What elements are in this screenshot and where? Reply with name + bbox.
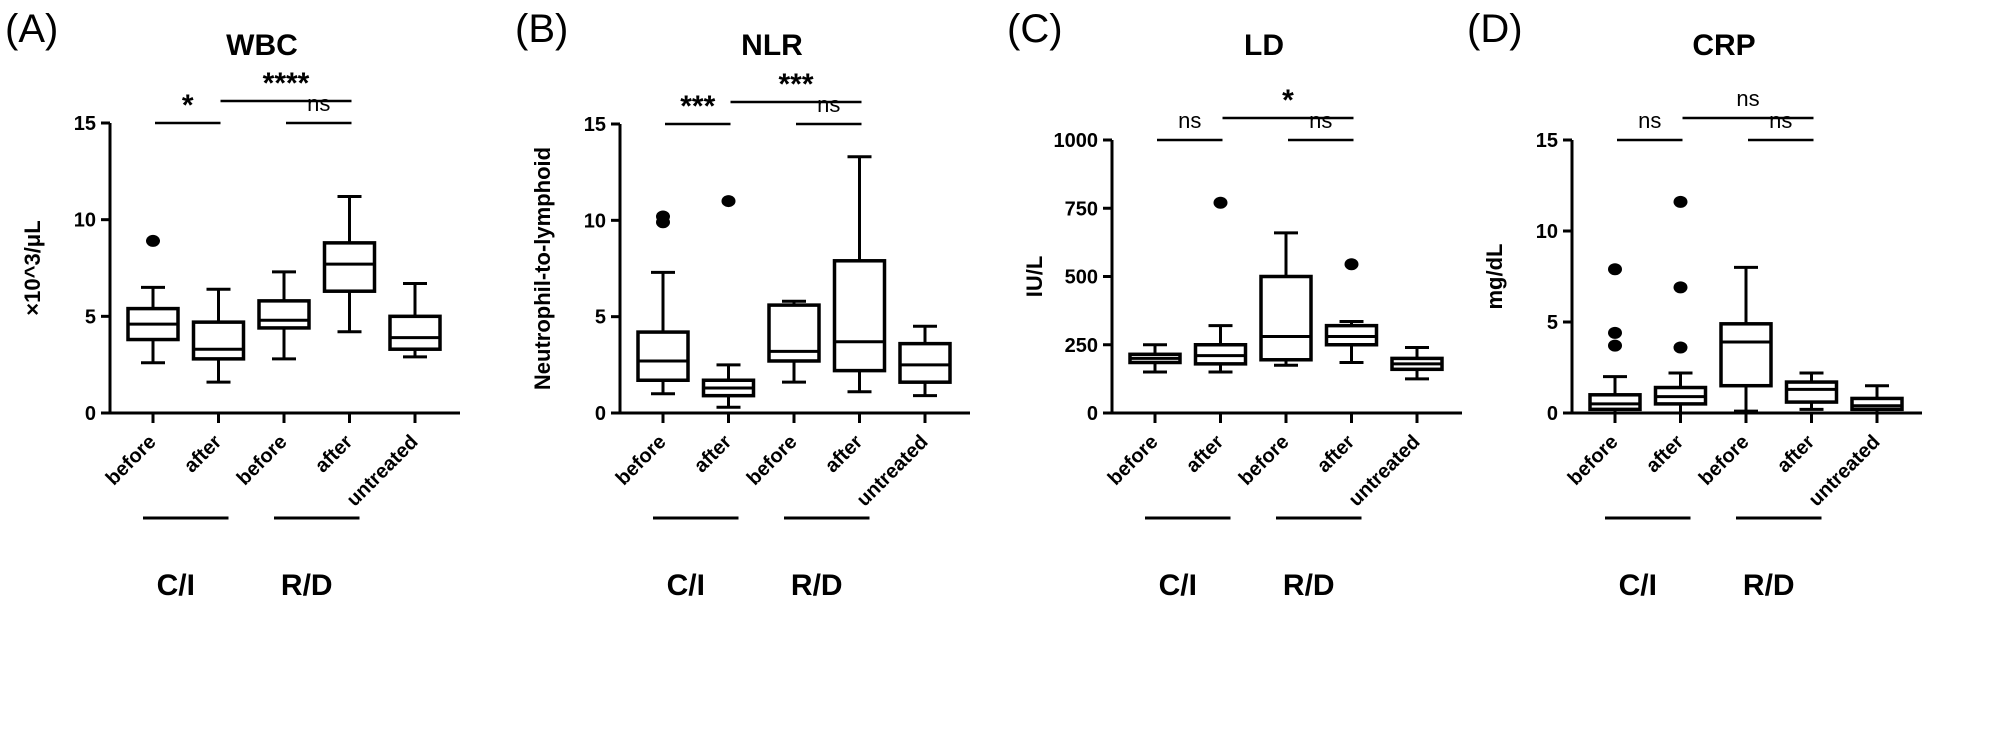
significance-label: ns: [1309, 108, 1332, 133]
significance-label: *: [182, 89, 194, 122]
y-tick-label: 0: [1087, 403, 1098, 425]
x-tick-label: after: [180, 431, 226, 477]
significance-label: ns: [1178, 108, 1201, 133]
x-tick-label: after: [311, 431, 357, 477]
y-tick-label: 10: [74, 210, 96, 232]
y-tick-label: 1000: [1054, 130, 1099, 152]
outlier-point: [1673, 195, 1688, 208]
y-tick-label: 0: [595, 403, 606, 425]
outlier-point: [1608, 326, 1622, 339]
group-label: R/D: [1283, 569, 1335, 602]
significance-label: ***: [680, 90, 715, 123]
x-tick-label: untreated: [1805, 431, 1885, 511]
y-axis-label: IU/L: [1022, 256, 1047, 298]
panel-nlr: (B) NLR Neutrophil-to-lymphoid 0 5 10 15 before…: [515, 7, 970, 602]
chart-title: NLR: [741, 29, 803, 62]
y-tick-label: 10: [1536, 221, 1558, 243]
outlier-point: [1608, 339, 1622, 352]
y-tick-label: 5: [595, 307, 606, 329]
x-tick-label: untreated: [853, 431, 933, 511]
x-tick-label: before: [612, 431, 671, 490]
y-tick-label: 5: [1547, 312, 1558, 334]
box-iqr: [1850, 396, 1904, 412]
x-tick-label: after: [1773, 431, 1819, 477]
x-tick-label: after: [1313, 431, 1359, 477]
group-label: C/I: [667, 569, 705, 602]
significance-label: *: [1282, 84, 1294, 117]
y-tick-label: 15: [74, 113, 96, 135]
group-label: C/I: [1619, 569, 1657, 602]
x-tick-label: before: [102, 431, 161, 490]
x-tick-label: before: [1104, 431, 1163, 490]
significance-label: ns: [307, 91, 330, 116]
x-tick-label: before: [1235, 431, 1294, 490]
significance-label: ns: [1638, 108, 1661, 133]
x-tick-label: after: [821, 431, 867, 477]
x-tick-label: after: [1182, 431, 1228, 477]
panel-label: (C): [1007, 7, 1063, 51]
outlier-point: [146, 234, 160, 247]
box-iqr: [388, 314, 442, 351]
significance-label: ***: [778, 68, 813, 101]
y-tick-label: 0: [1547, 403, 1558, 425]
x-tick-label: before: [1564, 431, 1623, 490]
chart-title: LD: [1244, 29, 1284, 62]
outlier-point: [1673, 341, 1688, 354]
group-label: R/D: [1743, 569, 1795, 602]
x-tick-label: untreated: [1345, 431, 1425, 511]
outlier-point: [1608, 263, 1622, 276]
outlier-point: [1344, 258, 1359, 271]
x-tick-label: untreated: [343, 431, 423, 511]
box-iqr: [1784, 380, 1839, 404]
y-tick-label: 750: [1065, 198, 1098, 220]
outlier-point: [721, 195, 736, 208]
y-tick-label: 10: [584, 210, 606, 232]
significance-label: ns: [1736, 86, 1759, 111]
outlier-point: [656, 210, 670, 223]
x-tick-label: before: [1695, 431, 1754, 490]
panel-label: (A): [5, 7, 58, 51]
outlier-point: [1673, 281, 1688, 294]
y-tick-label: 5: [85, 306, 96, 328]
box-iqr: [322, 241, 377, 293]
outlier-point: [1213, 196, 1228, 209]
box-iqr: [1259, 274, 1313, 362]
panel-label: (B): [515, 7, 568, 51]
box-iqr: [1588, 393, 1642, 412]
group-label: R/D: [281, 569, 333, 602]
x-tick-label: before: [743, 431, 802, 490]
box-iqr: [898, 341, 952, 384]
x-tick-label: after: [1642, 431, 1688, 477]
x-tick-label: before: [233, 431, 292, 490]
x-tick-label: after: [690, 431, 736, 477]
chart-title: WBC: [226, 29, 298, 62]
group-label: C/I: [157, 569, 195, 602]
y-tick-label: 250: [1065, 335, 1098, 357]
box-iqr: [832, 259, 887, 373]
box-iqr: [257, 299, 311, 330]
y-axis-label: mg/dL: [1482, 244, 1507, 310]
significance-label: ns: [1769, 108, 1792, 133]
significance-label: ns: [817, 92, 840, 117]
y-tick-label: 0: [85, 403, 96, 425]
box-iqr: [636, 330, 690, 382]
chart-title: CRP: [1692, 29, 1755, 62]
group-label: R/D: [791, 569, 843, 602]
box-iqr: [1719, 322, 1773, 388]
panel-label: (D): [1467, 7, 1523, 51]
significance-label: ****: [263, 67, 310, 100]
y-tick-label: 15: [584, 114, 606, 136]
group-label: C/I: [1159, 569, 1197, 602]
y-axis-label: Neutrophil-to-lymphoid: [530, 147, 555, 390]
y-tick-label: 500: [1065, 267, 1098, 289]
y-axis-label: ×10^3/μL: [20, 220, 45, 315]
y-tick-label: 15: [1536, 130, 1558, 152]
box-iqr: [191, 320, 246, 361]
